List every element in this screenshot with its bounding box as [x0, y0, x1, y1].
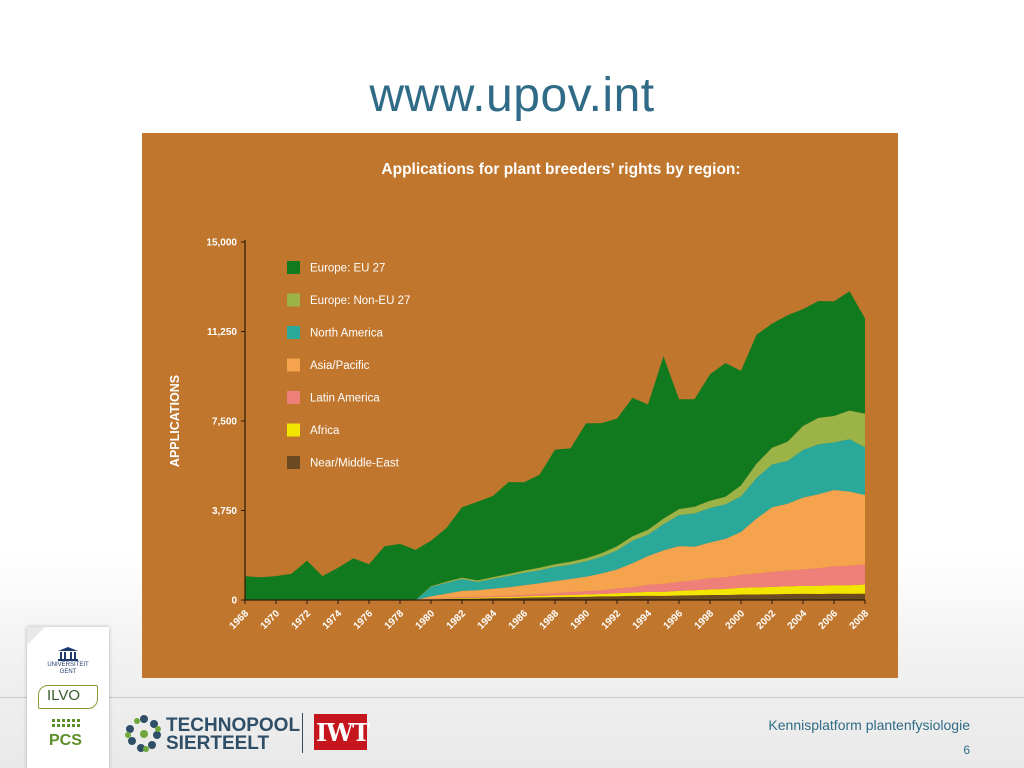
y-tick-label-2: 7,500 [212, 417, 237, 428]
x-tick-label-10: 1988 [538, 608, 562, 632]
legend-label-4: Latin America [310, 393, 380, 405]
area-series-5 [245, 410, 865, 600]
ilvo-text: ILVO [47, 687, 81, 704]
areas-layer [245, 291, 865, 600]
x-tick-label-6: 1980 [414, 608, 438, 632]
x-tick-label-11: 1990 [569, 608, 593, 632]
ugent-line1: UNIVERSITEIT [47, 662, 89, 668]
x-tick-label-5: 1978 [383, 608, 407, 632]
logo-divider [302, 713, 303, 753]
area-series-2 [245, 564, 865, 600]
x-tick-label-4: 1976 [352, 608, 376, 632]
legend-swatch-5 [287, 423, 300, 437]
partner-logos-card: UNIVERSITEIT GENT ILVO PCS [27, 627, 109, 768]
legend-label-2: North America [310, 328, 383, 340]
x-tick-label-14: 1996 [662, 608, 686, 632]
axes-layer: 0 3,750 7,500 11,250 15,000 1968 1970 1972 1974 1… [206, 238, 871, 632]
pcs-grid-icon [52, 719, 80, 727]
y-tick-label-0: 0 [231, 596, 237, 607]
ugent-logo: UNIVERSITEIT GENT [27, 647, 109, 676]
x-tick-label-2: 1972 [290, 608, 314, 632]
x-tick-label-13: 1994 [631, 608, 655, 632]
area-series-4 [245, 439, 865, 600]
area-series-6 [245, 291, 865, 600]
pcs-logo-text: PCS [49, 732, 82, 749]
technopool-line2: SIERTEELT [166, 733, 270, 754]
x-tick-label-15: 1998 [693, 608, 717, 632]
legend-label-5: Africa [310, 425, 340, 437]
x-tick-label-9: 1986 [507, 608, 531, 632]
y-tick-label-1: 3,750 [212, 506, 237, 517]
y-axis-label: APPLICATIONS [168, 375, 182, 467]
page-fold [27, 627, 45, 645]
iwt-logo: IWT [314, 714, 370, 750]
chart-title: Applications for plant breeders’ rights … [381, 161, 740, 178]
legend-swatch-0 [287, 261, 300, 274]
technopool-line1: TECHNOPOOL [166, 715, 301, 736]
x-tick-label-0: 1968 [228, 608, 252, 632]
x-tick-label-12: 1992 [600, 608, 624, 632]
slide-title: www.upov.int [369, 69, 655, 122]
x-tick-label-17: 2002 [755, 608, 779, 632]
legend-swatch-6 [287, 456, 300, 469]
legend-label-3: Asia/Pacific [310, 360, 370, 372]
ilvo-logo: ILVO [38, 685, 98, 709]
technopool-logo: TECHNOPOOL SIERTEELT [124, 713, 300, 755]
page-number: 6 [963, 743, 970, 757]
ugent-building-icon [58, 647, 78, 661]
area-series-1 [245, 584, 865, 600]
iwt-logo-text: IWT [316, 718, 370, 747]
x-tick-label-3: 1974 [321, 608, 345, 632]
technopool-flower-icon [125, 715, 161, 752]
y-tick-label-3: 11,250 [207, 327, 237, 338]
x-tick-label-20: 2008 [848, 608, 872, 632]
x-tick-label-1: 1970 [259, 608, 283, 632]
footer-divider [0, 697, 1024, 698]
legend-label-6: Near/Middle-East [310, 458, 400, 470]
legend-swatch-4 [287, 391, 300, 404]
x-tick-label-16: 2000 [724, 608, 748, 632]
ugent-line2: GENT [59, 669, 77, 675]
x-tick-label-18: 2004 [786, 608, 810, 632]
x-tick-label-7: 1982 [445, 608, 469, 632]
chart-svg: Applications for plant breeders’ rights … [168, 161, 871, 632]
x-tick-label-8: 1984 [476, 608, 500, 632]
y-tick-label-4: 15,000 [206, 238, 237, 249]
footer-text: Kennisplatform plantenfysiologie [768, 717, 970, 733]
legend-swatch-1 [287, 293, 300, 307]
legend-label-1: Europe: Non-EU 27 [310, 295, 410, 307]
chart-panel: Applications for plant breeders’ rights … [142, 133, 898, 678]
area-series-3 [245, 490, 865, 600]
x-tick-label-19: 2006 [817, 608, 841, 632]
legend-layer: Europe: EU 27 Europe: Non-EU 27 North Amer… [287, 261, 410, 470]
area-series-0 [245, 593, 865, 600]
legend-swatch-3 [287, 358, 300, 372]
legend-label-0: Europe: EU 27 [310, 263, 385, 275]
legend-swatch-2 [287, 326, 300, 339]
